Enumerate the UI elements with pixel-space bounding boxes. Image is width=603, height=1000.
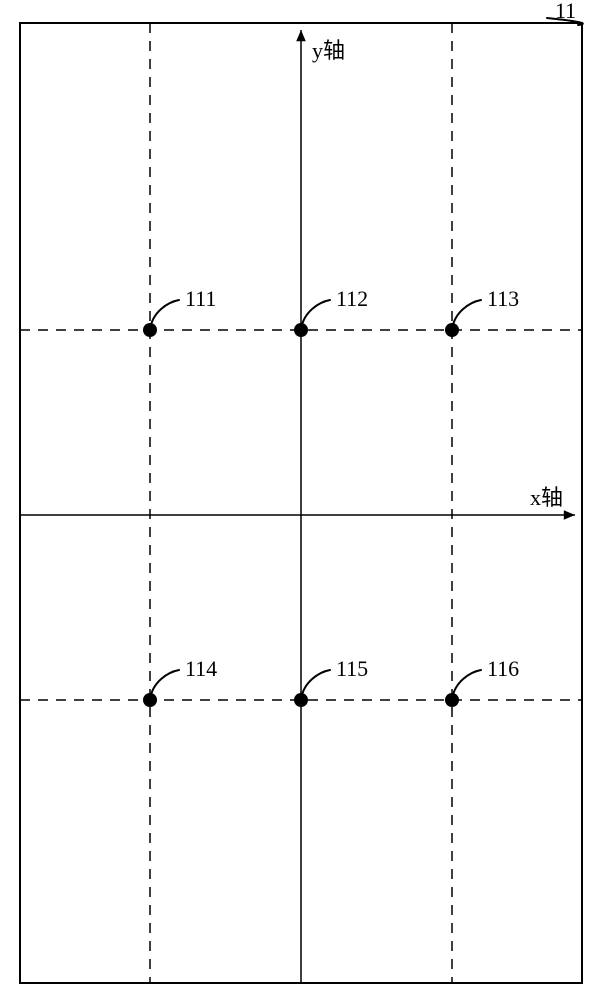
y-axis-label: y轴 — [312, 38, 345, 63]
point-label-114: 114 — [185, 656, 217, 681]
point-label-116: 116 — [487, 656, 519, 681]
point-label-113: 113 — [487, 286, 519, 311]
frame-label: 11 — [555, 0, 576, 23]
point-label-112: 112 — [336, 286, 368, 311]
x-axis-arrow-icon — [564, 510, 575, 520]
diagram-canvas: 11 x轴 y轴 111 112 113 114 115 116 — [0, 0, 603, 1000]
point-label-111: 111 — [185, 286, 216, 311]
point-label-115: 115 — [336, 656, 368, 681]
x-axis-label: x轴 — [530, 485, 563, 510]
y-axis-arrow-icon — [296, 30, 306, 41]
